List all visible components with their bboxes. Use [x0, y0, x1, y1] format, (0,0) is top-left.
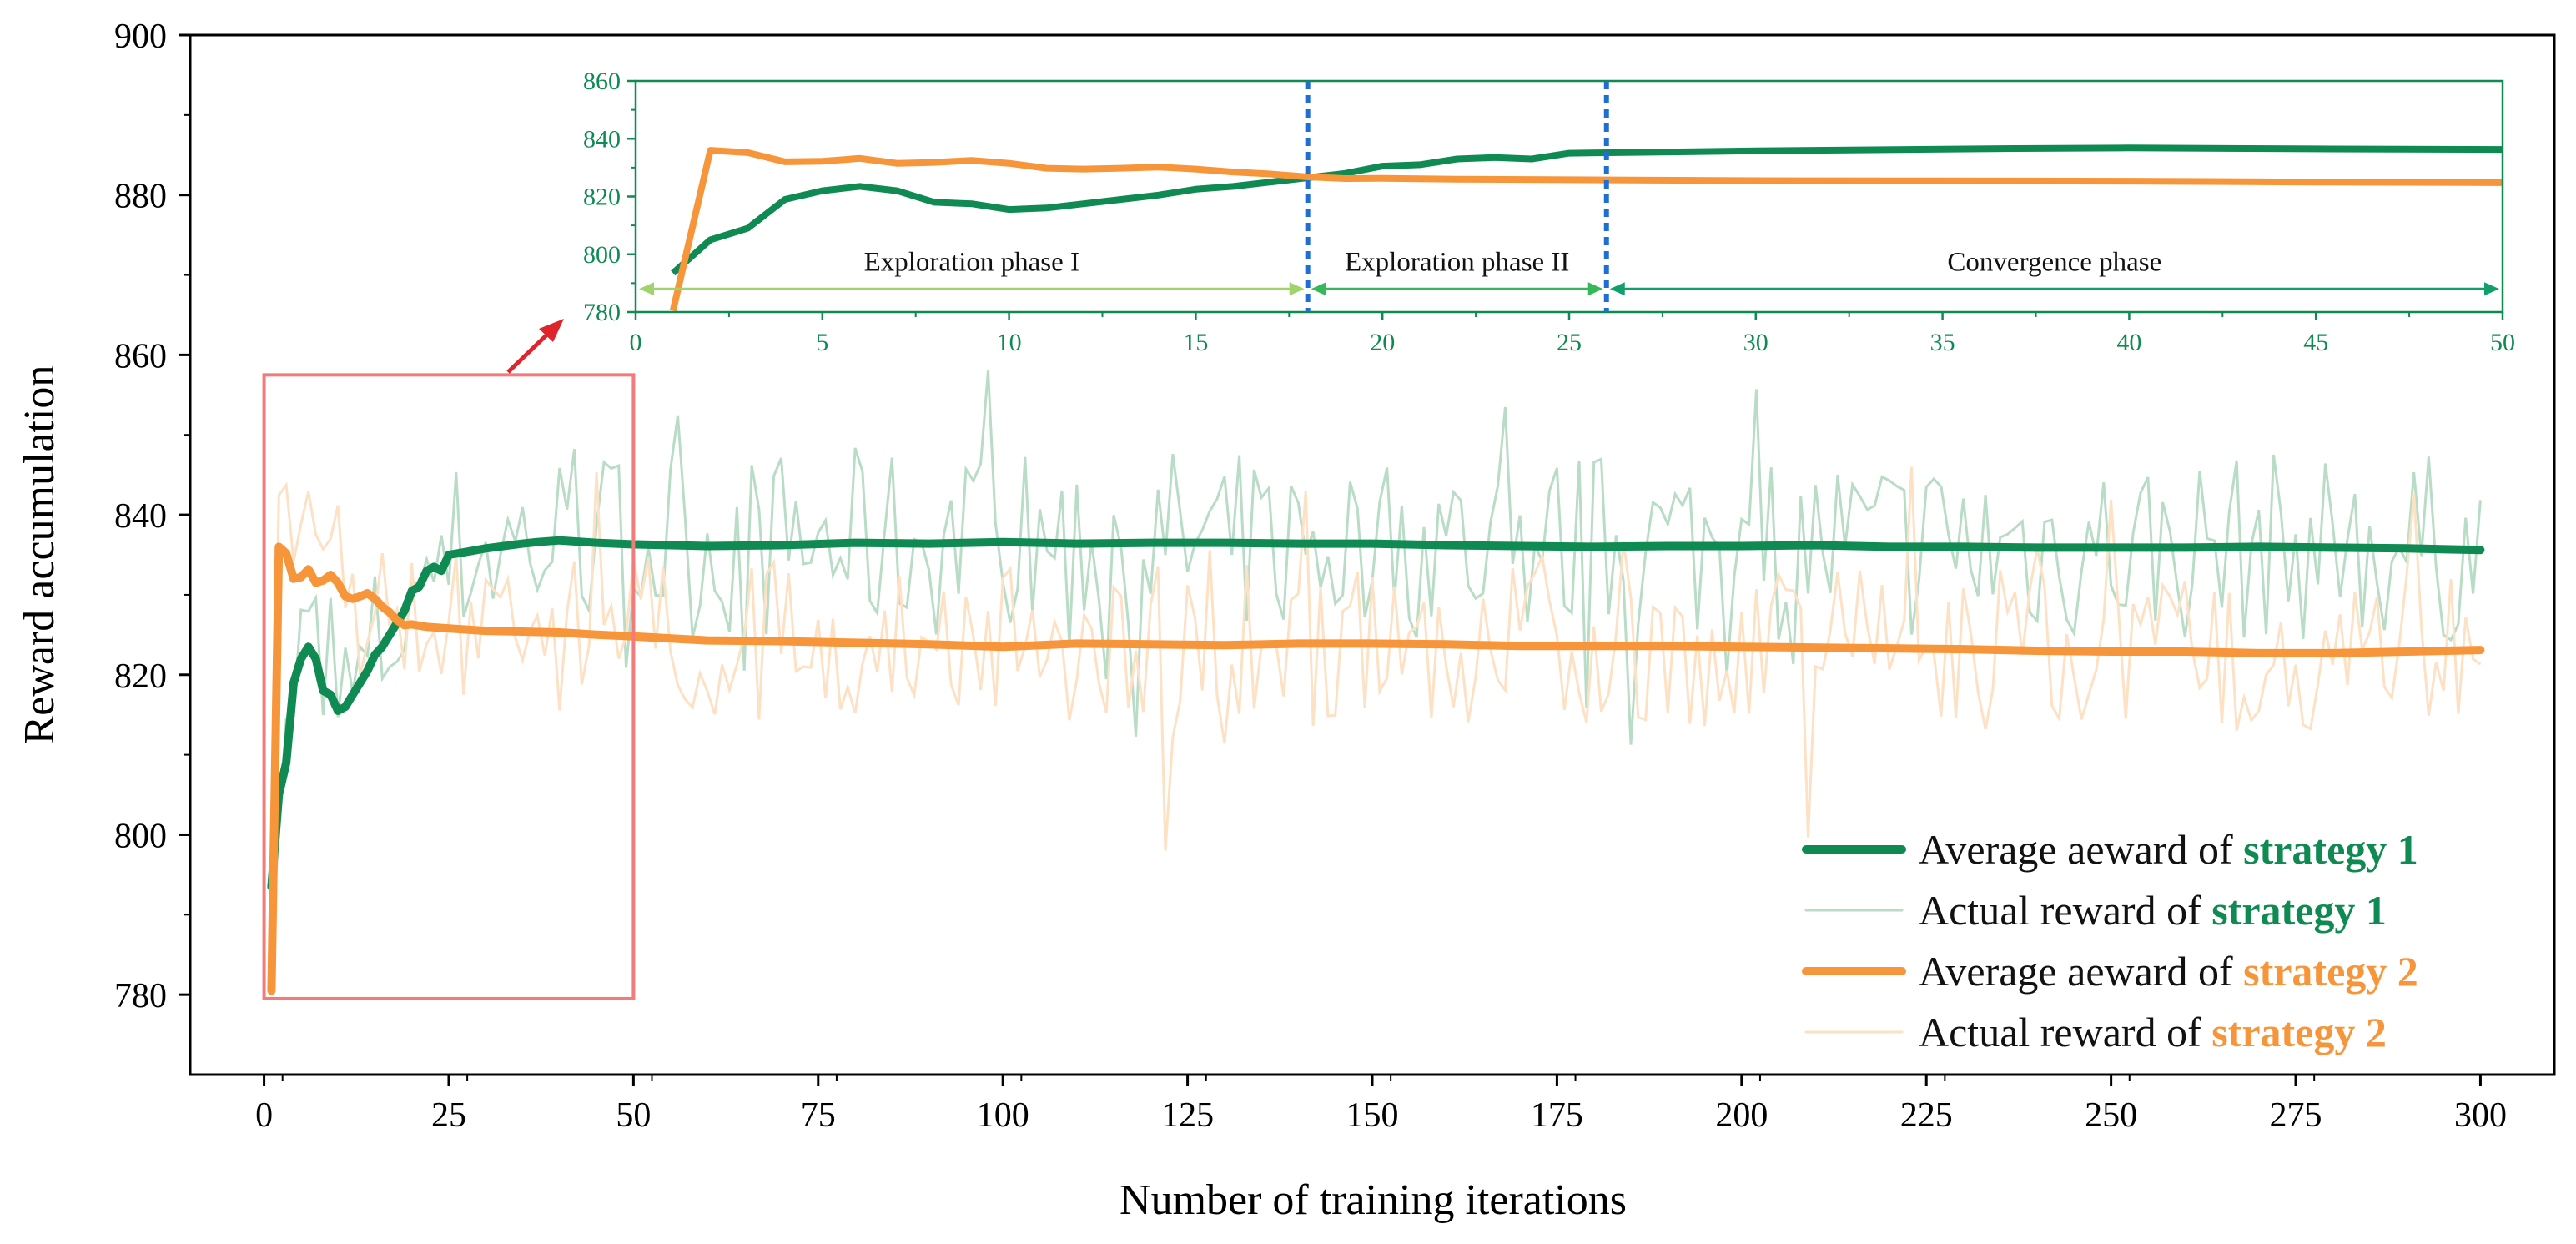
inset-x-tick-label: 0 — [630, 329, 642, 356]
y-tick-label: 900 — [114, 18, 167, 56]
x-tick-label: 225 — [1900, 1096, 1953, 1135]
x-tick-label: 150 — [1346, 1096, 1399, 1135]
inset-y-tick-label: 800 — [583, 241, 621, 269]
y-tick-label: 860 — [114, 337, 167, 375]
x-tick-label: 250 — [2085, 1096, 2137, 1135]
legend: Average aeward of strategy 1 Actual rewar… — [1802, 826, 2418, 1055]
phase-arrow-head-left — [1311, 282, 1326, 296]
phase-arrow-head-right — [2484, 282, 2499, 296]
main-x-axis-ticks: 0 25 50 75 100 125 150 175 200 225 250 275 300 — [255, 1075, 2507, 1135]
actual-reward-line-2 — [269, 466, 2482, 915]
legend-label: Average aeward of strategy 2 — [1919, 948, 2418, 995]
inset-x-axis-ticks: 0 5 10 15 20 25 30 35 40 45 50 — [630, 312, 2515, 356]
x-tick-label: 275 — [2270, 1096, 2322, 1135]
zoom-highlight-box — [262, 373, 636, 1000]
phase-arrow-head-right — [1289, 282, 1305, 296]
phase-arrow-head-left — [639, 282, 654, 296]
x-tick-label: 75 — [801, 1096, 836, 1135]
phase-label: Convergence phase — [1947, 247, 2161, 277]
inset-x-tick-label: 10 — [997, 329, 1022, 356]
x-tick-label: 200 — [1715, 1096, 1768, 1135]
inset-x-tick-label: 15 — [1183, 329, 1208, 356]
inset-x-tick-label: 50 — [2490, 329, 2515, 356]
average-reward-line-1 — [267, 536, 2485, 891]
zoom-arrow — [506, 319, 564, 374]
y-tick-label: 820 — [114, 657, 167, 696]
inset-x-tick-label: 45 — [2303, 329, 2328, 356]
average-reward-line-2 — [267, 542, 2485, 995]
inset-x-tick-label: 25 — [1557, 329, 1582, 356]
phase-label: Exploration phase II — [1345, 247, 1569, 277]
x-tick-label: 0 — [255, 1096, 273, 1135]
y-axis-label: Reward accumulation — [16, 365, 63, 745]
legend-label: Average aeward of strategy 1 — [1919, 826, 2418, 873]
inset-average-line-2 — [669, 147, 2503, 312]
x-tick-label: 100 — [977, 1096, 1029, 1135]
y-tick-label: 800 — [114, 817, 167, 855]
phase-arrow-head-right — [1587, 282, 1603, 296]
y-tick-label: 780 — [114, 977, 167, 1015]
inset-x-tick-label: 30 — [1743, 329, 1768, 356]
inset-phase-annotations: Exploration phase I Exploration phase II C… — [639, 81, 2499, 312]
inset-x-tick-label: 5 — [816, 329, 828, 356]
average-reward-lines — [267, 536, 2485, 995]
x-tick-label: 175 — [1531, 1096, 1583, 1135]
inset-x-tick-label: 40 — [2116, 329, 2141, 356]
x-tick-label: 50 — [616, 1096, 651, 1135]
x-tick-label: 300 — [2454, 1096, 2507, 1135]
phase-arrow-head-left — [1609, 282, 1625, 296]
inset-y-axis-ticks: 780 800 820 840 860 — [583, 68, 636, 326]
inset-x-tick-label: 35 — [1930, 329, 1955, 356]
y-tick-label: 880 — [114, 178, 167, 216]
x-tick-label: 25 — [431, 1096, 466, 1135]
inset-background — [636, 81, 2503, 312]
legend-label: Actual reward of strategy 1 — [1919, 887, 2387, 934]
inset-average-line-1 — [671, 144, 2503, 276]
x-tick-label: 125 — [1161, 1096, 1214, 1135]
x-axis-label: Number of training iterations — [1119, 1176, 1627, 1224]
phase-label: Exploration phase I — [864, 247, 1079, 277]
inset-average-lines — [669, 144, 2503, 312]
inset-y-tick-label: 820 — [583, 184, 621, 211]
inset-y-tick-label: 780 — [583, 299, 621, 326]
inset-y-tick-label: 860 — [583, 68, 621, 95]
legend-label: Actual reward of strategy 2 — [1919, 1009, 2387, 1055]
inset-y-tick-label: 840 — [583, 125, 621, 153]
main-y-axis-ticks: 780 800 820 840 860 880 900 — [114, 18, 190, 1015]
inset-x-tick-label: 20 — [1370, 329, 1395, 356]
y-tick-label: 840 — [114, 497, 167, 536]
